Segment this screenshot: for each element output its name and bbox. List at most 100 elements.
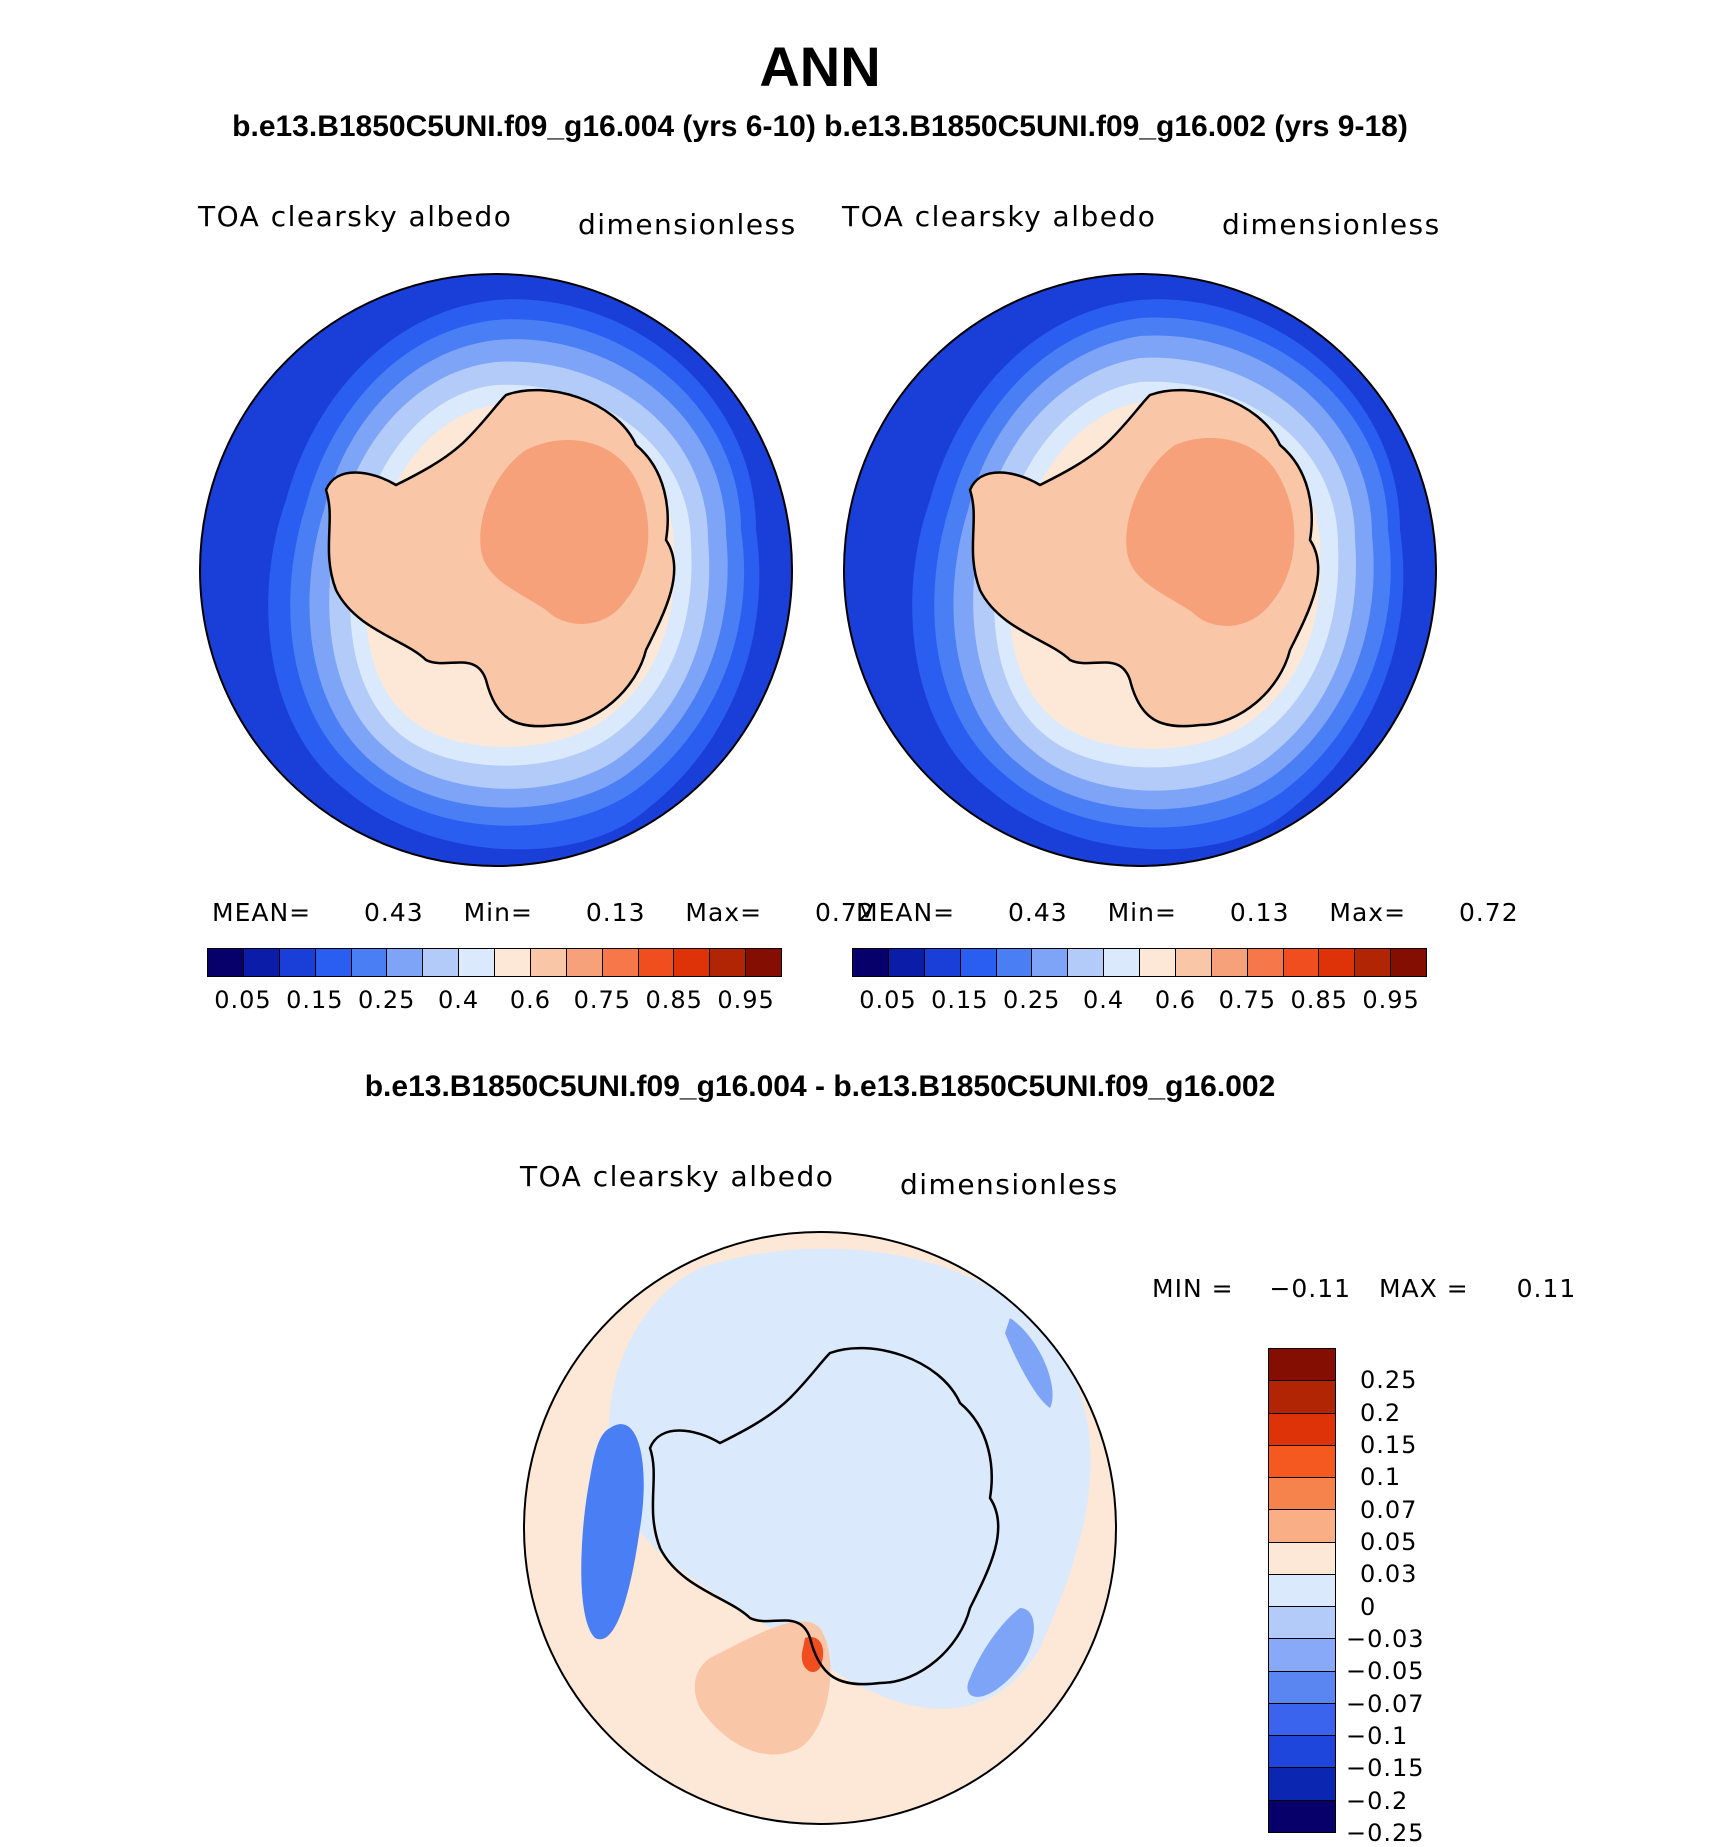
colorbar-tick-label: 0.2 [1360,1398,1402,1427]
colorbar-swatch [530,949,567,976]
panel1-max-value: 0.72 [814,898,875,927]
diff-units-label: dimensionless [900,1168,1119,1201]
colorbar-tick-label: 0.05 [859,986,917,1014]
colorbar-swatch [208,949,244,976]
colorbar-swatch [1269,1639,1335,1672]
subtitle: b.e13.B1850C5UNI.f09_g16.004 (yrs 6-10) … [232,110,1408,143]
colorbar-tick-label: 0 [1360,1592,1377,1621]
colorbar-tick-label: 0.95 [717,986,775,1014]
difference-title: b.e13.B1850C5UNI.f09_g16.004 - b.e13.B18… [364,1070,1276,1103]
map-diff-negative-southeast [967,1608,1034,1697]
colorbar-tick-label: 0.15 [286,986,344,1014]
colorbar-swatch [853,949,889,976]
colorbar-tick-label: 0.4 [1082,986,1125,1014]
panel2-polar-map [843,273,1437,867]
panel2-stats: MEAN= 0.43 Min= 0.13 Max= 0.72 [856,898,1519,927]
map-diff-negative-east [1005,1318,1053,1408]
colorbar-swatch [996,949,1033,976]
colorbar-swatch [423,949,460,976]
colorbar-swatch [1355,949,1392,976]
colorbar-tick-label: −0.1 [1346,1722,1409,1750]
colorbar-swatch [1269,1413,1335,1446]
colorbar-swatch [1269,1542,1335,1575]
panel1-variable-label: TOA clearsky albedo [198,200,513,233]
colorbar-swatch [243,949,280,976]
colorbar-swatch [1269,1574,1335,1608]
panel1-mean-label: MEAN= [212,898,312,927]
panel1-stats: MEAN= 0.43 Min= 0.13 Max= 0.72 [212,898,875,927]
difference-colorbar-ticks: 0.25 0.2 0.15 0.1 0.07 0.05 0.03 0 −0.03 −0.05 −0.… [1346,1348,1496,1847]
difference-colorbar [1268,1348,1336,1833]
colorbar-tick-label: 0.07 [1360,1495,1418,1524]
colorbar-swatch [495,949,531,976]
panel2-mean-label: MEAN= [856,898,956,927]
colorbar-swatch [351,949,388,976]
colorbar-swatch [387,949,424,976]
colorbar-swatch [638,949,675,976]
colorbar-tick-label: 0.05 [1360,1528,1418,1556]
colorbar-swatch [1283,949,1320,976]
colorbar-swatch [1247,949,1284,976]
map-diff-positive-peak [801,1637,824,1673]
panel2-colorbar-ticks: 0.05 0.15 0.25 0.4 0.6 0.75 0.85 0.95 [852,986,1427,1016]
colorbar-tick-label: 0.95 [1362,986,1420,1014]
colorbar-swatch [459,949,495,976]
map-contour-salmon [480,440,649,624]
colorbar-tick-label: 0.4 [437,986,480,1014]
diff-min-label: MIN = [1152,1274,1234,1303]
colorbar-swatch [674,949,711,976]
colorbar-swatch [1269,1381,1335,1414]
colorbar-tick-label: 0.6 [1154,986,1197,1014]
colorbar-tick-label: 0.15 [1360,1431,1418,1459]
map-diff-strong-negative [581,1424,644,1640]
map-coastline [648,1346,1000,1686]
panel2-max-label: Max= [1329,898,1407,927]
colorbar-swatch [1269,1800,1335,1832]
colorbar-swatch [1032,949,1069,976]
panel1-mean-value: 0.43 [364,898,424,927]
panel2-variable-label: TOA clearsky albedo [842,200,1157,233]
colorbar-tick-label: 0.6 [509,986,552,1014]
colorbar-swatch [746,949,781,976]
main-title: ANN [759,35,881,98]
panel2-mean-value: 0.43 [1008,898,1068,927]
colorbar-tick-label: −0.03 [1346,1625,1425,1653]
colorbar-swatch [315,949,352,976]
map-diff-positive-zone [694,1621,831,1755]
colorbar-swatch [1211,949,1248,976]
colorbar-swatch [1104,949,1140,976]
colorbar-swatch [1269,1703,1335,1737]
panel2-min-value: 0.13 [1229,898,1290,927]
diff-variable-label: TOA clearsky albedo [520,1160,835,1193]
colorbar-swatch [710,949,747,976]
colorbar-tick-label: 0.25 [1360,1366,1418,1395]
colorbar-swatch [279,949,316,976]
panel2-units-label: dimensionless [1222,208,1441,241]
panel1-min-value: 0.13 [585,898,646,927]
panel2-colorbar [852,948,1427,977]
colorbar-swatch [1269,1510,1335,1543]
panel1-polar-map [199,273,793,867]
colorbar-swatch [1269,1768,1335,1801]
colorbar-tick-label: −0.2 [1346,1786,1409,1815]
colorbar-tick-label: 0.85 [645,986,703,1014]
panel1-colorbar-ticks: 0.05 0.15 0.25 0.4 0.6 0.75 0.85 0.95 [207,986,782,1016]
panel1-min-label: Min= [463,898,533,927]
diff-stats: MIN = −0.11 MAX = 0.11 [1152,1274,1576,1303]
colorbar-swatch [1175,949,1212,976]
map-contour-salmon [1126,437,1295,626]
colorbar-swatch [1140,949,1176,976]
colorbar-tick-label: −0.15 [1346,1754,1425,1783]
colorbar-swatch [1269,1736,1335,1769]
colorbar-tick-label: 0.25 [357,986,416,1014]
colorbar-swatch [960,949,997,976]
colorbar-tick-label: 0.1 [1360,1463,1402,1492]
panel1-units-label: dimensionless [578,208,797,241]
colorbar-swatch [1068,949,1105,976]
colorbar-swatch [1269,1445,1335,1479]
colorbar-swatch [1319,949,1356,976]
panel1-colorbar [207,948,782,977]
map-diff-negative-zone [608,1248,1091,1709]
colorbar-tick-label: 0.25 [1002,986,1061,1014]
colorbar-tick-label: −0.05 [1346,1657,1425,1686]
